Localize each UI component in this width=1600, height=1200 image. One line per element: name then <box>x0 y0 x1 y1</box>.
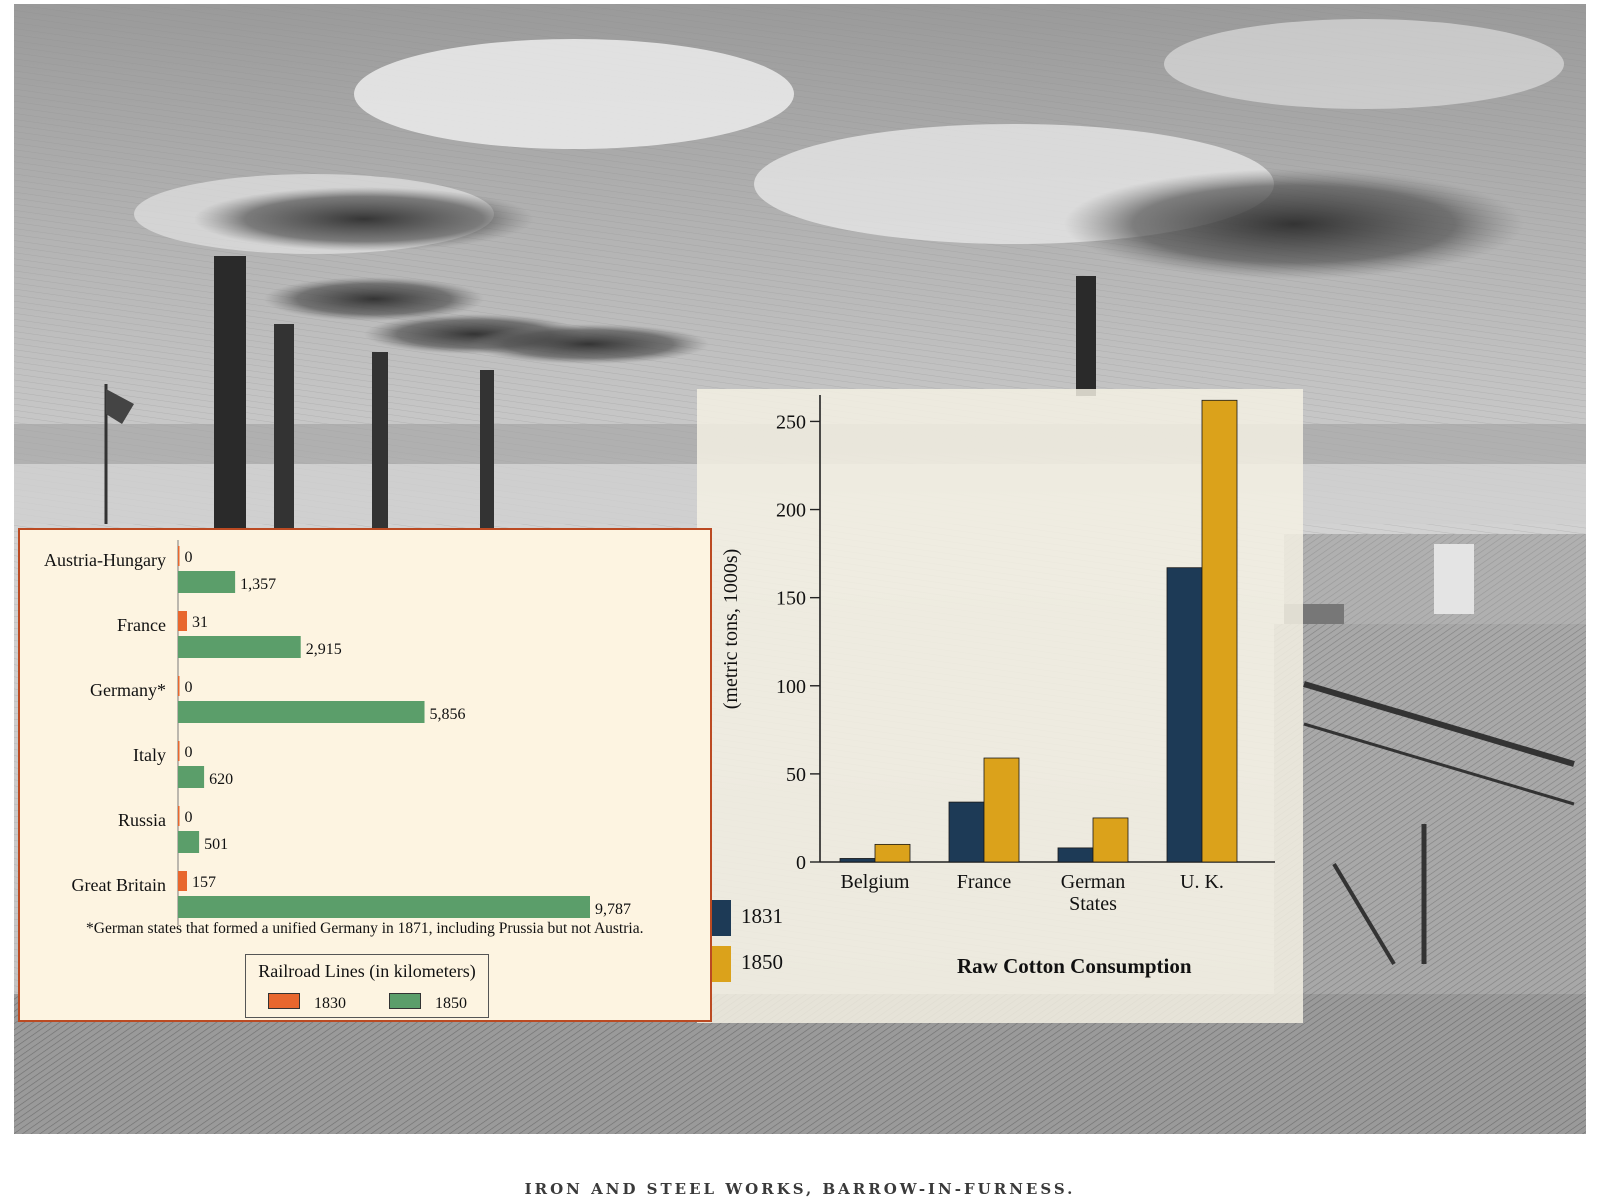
railroad-bar-1850 <box>178 831 200 853</box>
railroad-value-label-1850: 5,856 <box>430 706 466 723</box>
cotton-category-label: Belgium <box>841 871 910 893</box>
railroad-bar-1850 <box>178 896 590 918</box>
railroad-bar-1850 <box>178 766 205 788</box>
cotton-bar-1850 <box>874 843 911 863</box>
railroad-value-label-1830: 31 <box>192 614 208 631</box>
railroad-bar-1850 <box>178 701 425 723</box>
railroad-chart-panel: Austria-Hungary 0 1,357 France 31 2,915 German… <box>18 528 712 1022</box>
cotton-y-axis-label: (metric tons, 1000s) <box>720 549 742 710</box>
cotton-y-tick-label: 200 <box>776 500 806 522</box>
railroad-legend-1830: 1830 <box>268 993 346 1013</box>
railroad-category-label: France <box>117 615 166 635</box>
railroad-category-label: Italy <box>133 745 166 765</box>
cotton-bar-1831 <box>1166 567 1203 863</box>
cotton-y-tick-label: 150 <box>776 588 806 610</box>
railroad-bar-1850 <box>178 636 301 658</box>
railroad-legend-1850: 1850 <box>389 993 467 1013</box>
railroad-bar-chart: Austria-Hungary 0 1,357 France 31 2,915 German… <box>44 540 631 925</box>
cotton-y-tick-label: 100 <box>776 676 806 698</box>
railroad-legend-1830-swatch <box>268 993 300 1009</box>
railroad-bar-1830 <box>178 806 180 826</box>
railroad-category-label: Germany* <box>90 680 166 700</box>
railroad-value-label-1830: 0 <box>185 744 193 761</box>
railroad-bar-1830 <box>178 741 180 761</box>
cotton-legend-1831-label: 1831 <box>741 903 783 928</box>
railroad-value-label-1850: 501 <box>204 836 228 853</box>
railroad-bar-1850 <box>178 571 236 593</box>
railroad-bar-1830 <box>178 676 180 696</box>
cotton-y-tick-label: 250 <box>776 411 806 433</box>
railroad-footnote: *German states that formed a unified Ger… <box>86 920 644 937</box>
railroad-legend-1830-label: 1830 <box>314 995 346 1012</box>
cotton-category-label: U. K. <box>1180 871 1224 893</box>
railroad-value-label-1850: 1,357 <box>240 576 276 593</box>
railroad-category-label: Russia <box>118 810 166 830</box>
railroad-legend-1850-label: 1850 <box>435 995 467 1012</box>
railroad-value-label-1830: 0 <box>185 679 193 696</box>
cotton-bar-1850 <box>1092 817 1129 863</box>
railroad-value-label-1830: 0 <box>185 549 193 566</box>
cotton-chart-panel: 0 50 100 150 200 250 (metric tons, 1000s) Belgi… <box>697 389 1303 1023</box>
railroad-category-label: Austria-Hungary <box>44 550 166 570</box>
cotton-chart-title: Raw Cotton Consumption <box>957 954 1192 978</box>
railroad-value-label-1830: 0 <box>185 809 193 826</box>
cotton-bar-1850 <box>1201 399 1238 863</box>
railroad-value-label-1850: 620 <box>209 771 233 788</box>
railroad-legend-title: Railroad Lines (in kilometers) <box>258 961 476 981</box>
cotton-bar-chart: 0 50 100 150 200 250 (metric tons, 1000s) Belgi… <box>720 395 1275 915</box>
cotton-legend-1850-label: 1850 <box>741 949 783 974</box>
cotton-bar-1831 <box>1057 847 1094 863</box>
cotton-category-label: France <box>957 871 1012 893</box>
cotton-bar-1850 <box>983 757 1020 863</box>
cotton-category-label: States <box>1069 893 1117 915</box>
cotton-y-tick-label: 50 <box>786 764 806 786</box>
cotton-bar-1831 <box>839 858 876 863</box>
railroad-value-label-1850: 2,915 <box>306 641 342 658</box>
railroad-bar-1830 <box>178 546 180 566</box>
railroad-bar-1830 <box>178 611 187 631</box>
railroad-value-label-1830: 157 <box>192 874 216 891</box>
engraving-caption: IRON AND STEEL WORKS, BARROW-IN-FURNESS. <box>524 1180 1076 1198</box>
railroad-legend-1850-swatch <box>389 993 421 1009</box>
cotton-category-label: German <box>1061 871 1125 893</box>
cotton-y-tick-label: 0 <box>796 852 806 874</box>
railroad-legend: Railroad Lines (in kilometers) 1830 1850 <box>245 954 489 1018</box>
cotton-bar-1831 <box>948 801 985 863</box>
railroad-category-label: Great Britain <box>72 875 166 895</box>
railroad-bar-1830 <box>178 871 187 891</box>
railroad-value-label-1850: 9,787 <box>595 901 631 918</box>
